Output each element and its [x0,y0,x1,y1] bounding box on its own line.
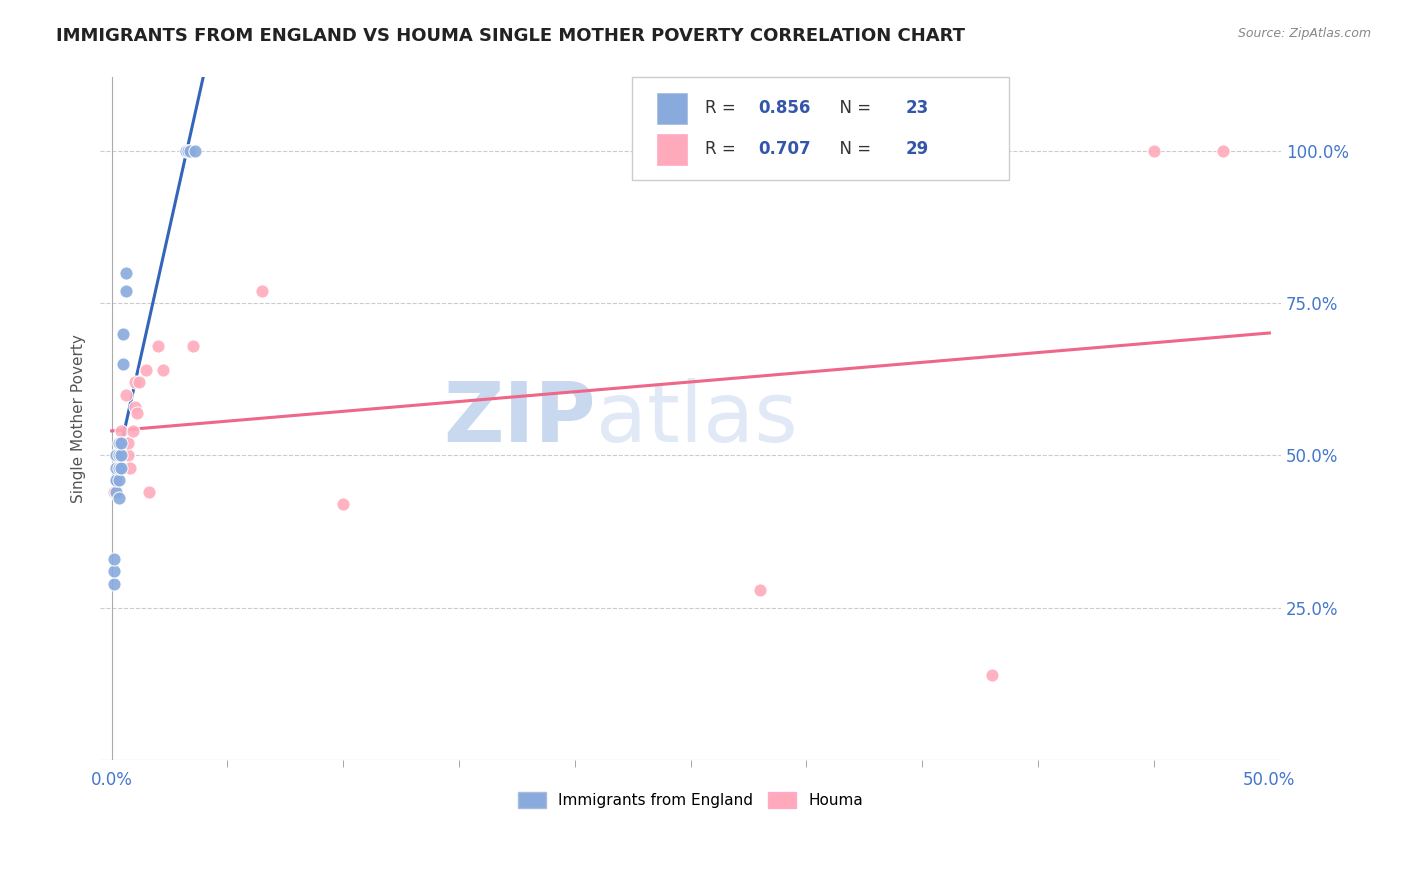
Point [332,497,354,511]
Point [177,144,200,158]
Point [1212,144,1234,158]
Text: N =: N = [828,99,876,117]
Point [114,266,136,280]
Point [138,485,160,500]
Point [127,406,149,420]
Point [112,357,135,371]
Point [110,436,132,450]
Point [105,449,128,463]
Point [117,449,139,463]
Point [107,436,129,450]
Point [114,387,136,401]
Point [980,668,1002,682]
Point [110,424,132,438]
Point [105,460,128,475]
Point [124,400,146,414]
Point [114,284,136,298]
Text: R =: R = [704,99,741,117]
Point [128,376,150,390]
Point [179,144,201,158]
Point [250,284,273,298]
Point [107,449,129,463]
Text: 0.707: 0.707 [758,140,810,158]
Point [107,473,129,487]
Point [112,460,135,475]
Text: 23: 23 [905,99,929,117]
FancyBboxPatch shape [631,78,1010,180]
Text: R =: R = [704,140,741,158]
FancyBboxPatch shape [658,93,688,123]
Text: Source: ZipAtlas.com: Source: ZipAtlas.com [1237,27,1371,40]
Text: atlas: atlas [596,378,797,459]
Point [749,582,772,597]
Point [117,436,139,450]
Point [146,339,169,353]
Point [124,376,146,390]
Point [105,473,128,487]
Point [121,424,143,438]
Point [103,552,125,566]
Y-axis label: Single Mother Poverty: Single Mother Poverty [72,334,86,503]
Point [110,460,132,475]
Point [184,144,207,158]
Point [107,460,129,475]
Text: 29: 29 [905,140,929,158]
Point [112,436,135,450]
Text: 0.856: 0.856 [758,99,810,117]
Point [120,460,142,475]
Text: N =: N = [828,140,876,158]
Point [103,485,125,500]
Point [103,576,125,591]
Point [103,565,125,579]
Point [181,339,204,353]
FancyBboxPatch shape [658,134,688,164]
Point [110,436,132,450]
Point [1142,144,1164,158]
Point [107,491,129,505]
Text: ZIP: ZIP [443,378,596,459]
Point [112,326,135,341]
Point [107,449,129,463]
Point [105,485,128,500]
Point [105,449,128,463]
Point [174,144,197,158]
Point [152,363,174,377]
Point [110,449,132,463]
Point [135,363,157,377]
Text: IMMIGRANTS FROM ENGLAND VS HOUMA SINGLE MOTHER POVERTY CORRELATION CHART: IMMIGRANTS FROM ENGLAND VS HOUMA SINGLE … [56,27,966,45]
Legend: Immigrants from England, Houma: Immigrants from England, Houma [512,786,869,814]
